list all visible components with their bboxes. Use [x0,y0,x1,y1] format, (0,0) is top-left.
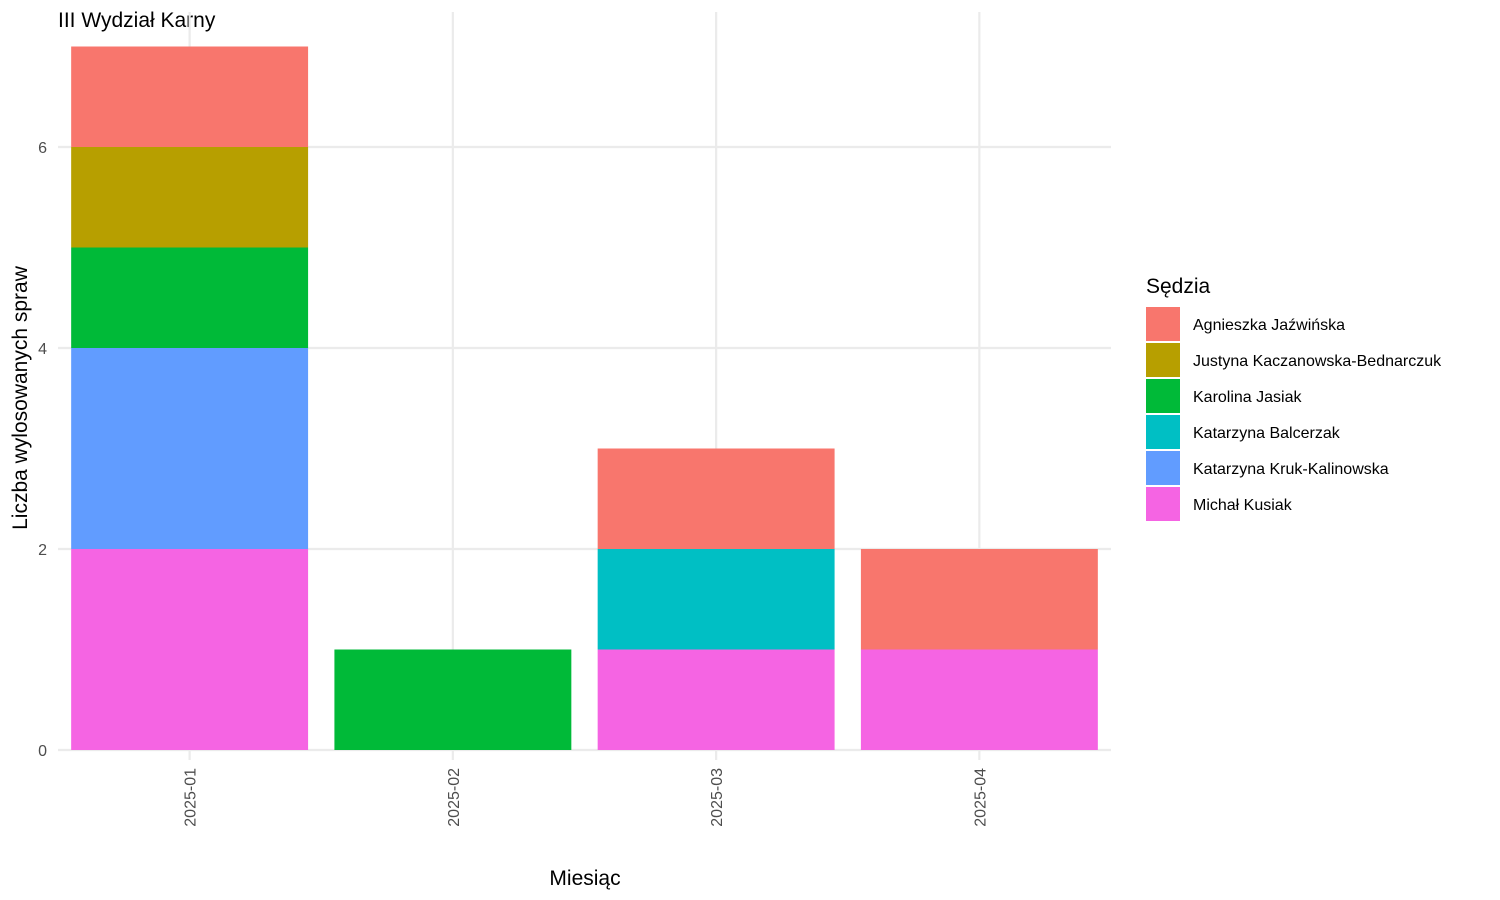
y-tick-label: 4 [38,341,47,358]
bar-segment [597,549,835,650]
y-axis-title: Liczba wylosowanych spraw [9,265,32,530]
legend-items: Agnieszka Jaźwińska Justyna Kaczanowska-B… [1146,307,1442,521]
bar-segment [71,247,309,348]
x-axis-ticks: 2025-01 2025-02 2025-03 2025-04 [183,768,990,827]
bar-segment [860,549,1098,650]
y-tick-label: 6 [38,140,47,157]
legend-key [1146,415,1180,449]
x-tick-label: 2025-02 [446,768,463,827]
legend-label: Katarzyna Kruk-Kalinowska [1193,461,1389,478]
legend-key [1146,307,1180,341]
legend-key [1146,379,1180,413]
bar-segment [71,348,309,549]
legend-label: Katarzyna Balcerzak [1193,425,1341,442]
legend-label: Agnieszka Jaźwińska [1193,317,1345,334]
legend-label: Michał Kusiak [1193,497,1293,514]
x-tick-label: 2025-04 [972,768,989,827]
legend-key [1146,343,1180,377]
legend-title: Sędzia [1146,275,1211,298]
bar-segment [597,649,835,750]
legend-key [1146,451,1180,485]
y-tick-label: 2 [38,542,47,559]
bar-segment [71,147,309,248]
bars [71,46,1098,750]
legend-label: Justyna Kaczanowska-Bednarczuk [1193,353,1442,370]
x-tick-label: 2025-01 [183,768,200,827]
x-tick-label: 2025-03 [709,768,726,827]
legend-key [1146,487,1180,521]
y-tick-label: 0 [38,743,47,760]
bar-segment [71,549,309,750]
bar-segment [860,649,1098,750]
bar-segment [71,46,309,147]
legend-label: Karolina Jasiak [1193,389,1303,406]
x-axis-title: Miesiąc [549,867,620,890]
bar-segment [597,448,835,549]
y-axis-ticks: 0 2 4 6 [38,140,47,760]
legend: Sędzia Agnieszka Jaźwińska Justyna Kaczan… [1146,275,1442,521]
chart-title: III Wydział Karny [58,9,216,32]
bar-segment [334,649,572,750]
